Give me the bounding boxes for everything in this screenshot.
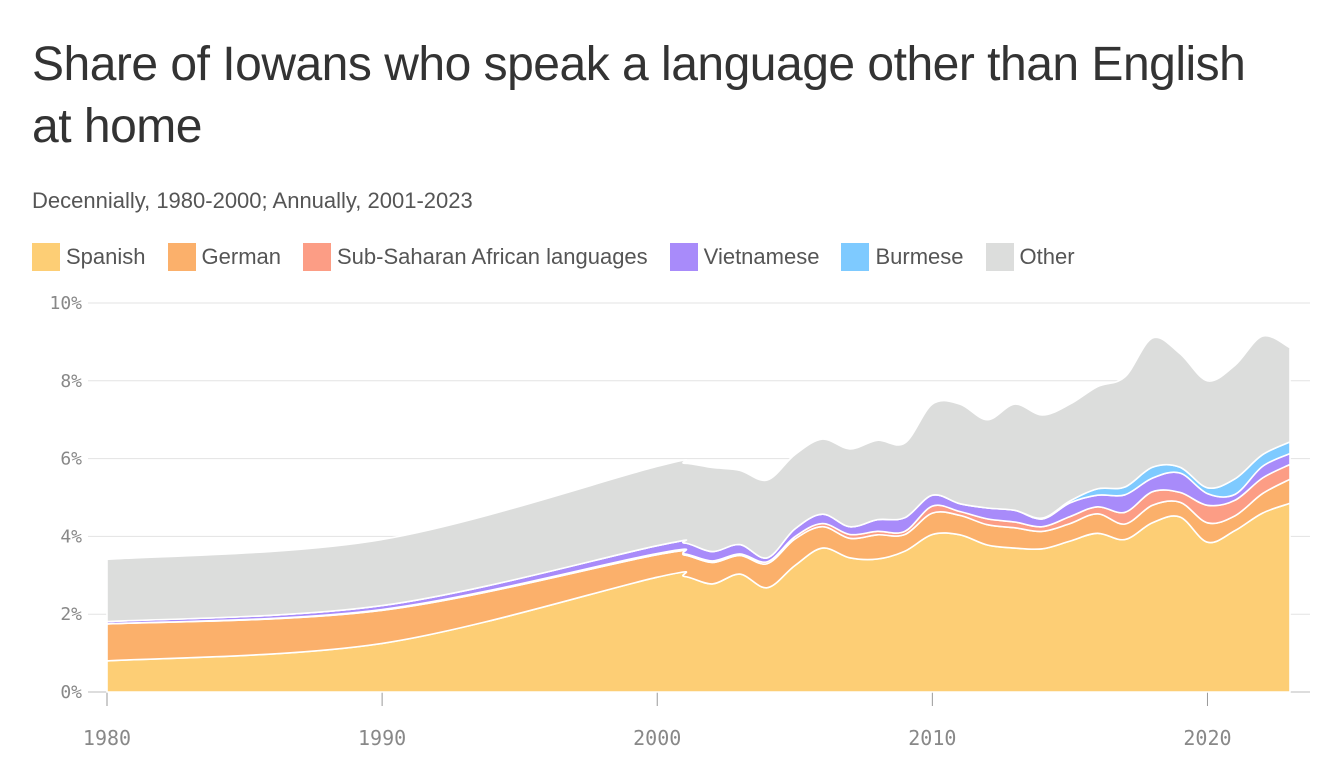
legend-swatch [303,243,331,271]
x-tick-label: 1980 [83,726,131,750]
legend-item-0: Spanish [32,243,146,271]
legend: Spanish German Sub-Saharan African languag… [32,243,1097,271]
legend-item-4: Burmese [841,243,964,271]
legend-label: Vietnamese [703,244,820,269]
legend-swatch [985,243,1014,271]
chart-title: Share of Iowans who speak a language oth… [32,38,1246,153]
legend-item-3: Vietnamese [669,243,820,271]
legend-label: Other [1019,244,1075,269]
x-tick-label: 2000 [633,726,681,750]
area-5 [106,334,1291,623]
chart-subtitle: Decennially, 1980-2000; Annually, 2001-2… [32,188,473,213]
legend-label: Spanish [66,244,146,269]
legend-swatch [841,243,870,271]
x-tick-label: 2010 [908,726,956,750]
legend-item-1: German [167,243,281,271]
x-tick-label: 1990 [358,726,406,750]
legend-swatch [32,243,60,271]
legend-swatch [167,243,196,271]
y-tick-label: 8% [60,371,82,392]
y-tick-label: 0% [60,682,82,703]
y-tick-label: 10% [49,293,82,314]
legend-item-2: Sub-Saharan African languages [303,243,648,271]
legend-label: Sub-Saharan African languages [337,244,648,269]
legend-item-5: Other [985,243,1075,271]
legend-label: German [201,244,281,269]
x-tick-label: 2020 [1183,726,1231,750]
y-tick-label: 4% [60,526,82,547]
y-tick-label: 6% [60,449,82,470]
area-layers [106,334,1291,693]
legend-swatch [669,243,698,271]
y-tick-label: 2% [60,604,82,625]
legend-label: Burmese [875,244,964,269]
